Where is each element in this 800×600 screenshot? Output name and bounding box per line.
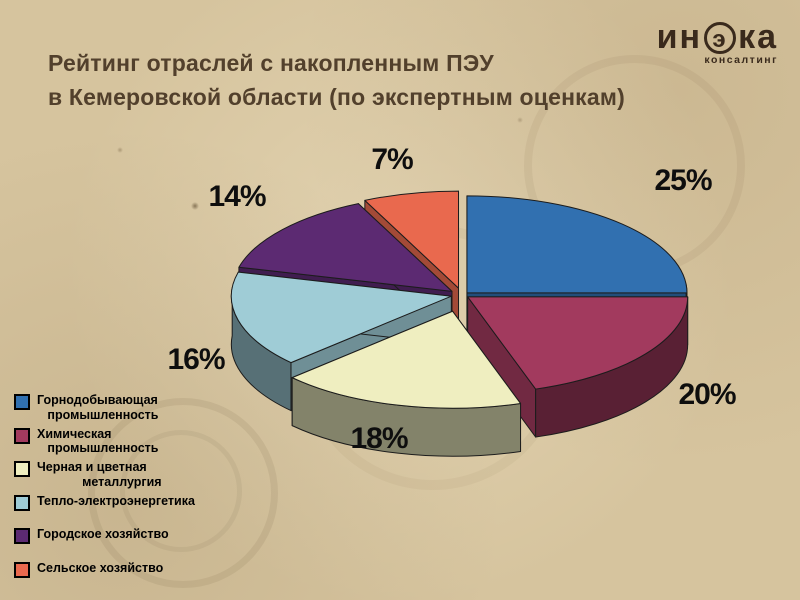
legend-swatch-4	[14, 528, 30, 544]
legend-label-3: Тепло-электроэнергетика	[37, 493, 195, 508]
legend-swatch-1	[14, 427, 30, 444]
logo-circle-letter: э	[704, 21, 737, 54]
legend-swatch-3	[14, 494, 30, 511]
chart-legend: Горнодобывающая промышленность Химическая…	[14, 393, 195, 594]
legend-label-0: Горнодобывающая промышленность	[37, 393, 159, 422]
legend-label-2: Черная и цветная металлургия	[37, 460, 162, 489]
background-circle-motif	[88, 398, 278, 588]
pie-percent-label-3: 16%	[167, 343, 224, 376]
slide-title-line1: Рейтинг отраслей с накопленным ПЭУ	[48, 50, 494, 76]
pie-slice-top-3	[230, 271, 452, 364]
legend-item-4: Городское хозяйство	[14, 527, 195, 561]
legend-label-4: Городское хозяйство	[37, 527, 169, 541]
legend-item-2: Черная и цветная металлургия	[14, 460, 195, 494]
logo-wordmark: ин э ка	[657, 18, 778, 57]
pie-percent-label-4: 14%	[208, 180, 265, 213]
legend-item-5: Сельское хозяйство	[14, 561, 195, 595]
slide-title-line2: в Кемеровской области (по экспертным оце…	[48, 84, 625, 110]
legend-item-1: Химическая промышленность	[14, 427, 195, 461]
legend-item-0: Горнодобывающая промышленность	[14, 393, 195, 427]
pie-percent-label-0: 25%	[654, 164, 711, 197]
legend-swatch-5	[14, 561, 30, 578]
company-logo: ин э ка консалтинг	[657, 18, 778, 66]
legend-item-3: Тепло-электроэнергетика	[14, 494, 195, 528]
pie-slice-top-4	[238, 203, 453, 292]
pie-percent-label-1: 20%	[678, 378, 735, 411]
pie-slice-top-5	[364, 190, 460, 289]
logo-subtitle: консалтинг	[704, 54, 778, 66]
legend-swatch-0	[14, 394, 30, 410]
pie-percent-label-5: 7%	[371, 143, 413, 176]
pie-percent-label-2: 18%	[350, 422, 407, 455]
legend-label-1: Химическая промышленность	[37, 426, 159, 456]
pie-slice-top-2	[291, 310, 522, 409]
pie-slice-top-0	[466, 195, 688, 294]
pie-slice-top-1	[467, 296, 689, 390]
logo-text-right: ка	[738, 18, 778, 56]
legend-swatch-2	[14, 461, 30, 477]
background-circle-motif	[120, 430, 242, 552]
slide-title: Рейтинг отраслей с накопленным ПЭУ в Кем…	[48, 46, 625, 114]
legend-label-5: Сельское хозяйство	[37, 560, 164, 575]
logo-text-left: ин	[656, 18, 703, 56]
